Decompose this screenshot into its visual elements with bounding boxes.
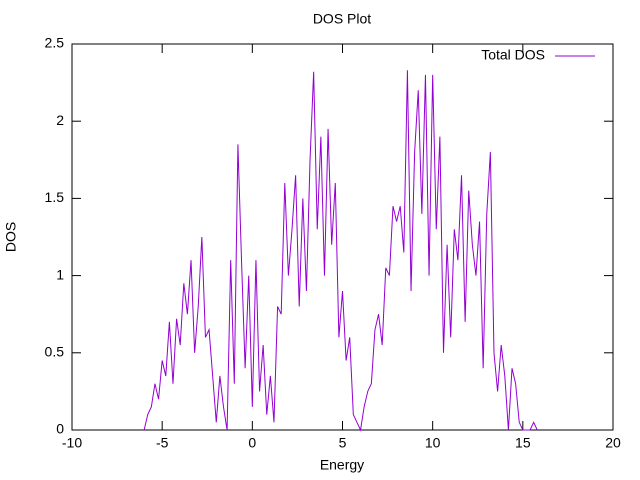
x-tick-label: 0 [248,435,256,451]
x-tick-label: -10 [62,435,82,451]
y-tick-label: 1 [56,266,64,282]
y-axis-label: DOS [3,222,19,252]
y-tick-label: 2 [56,112,64,128]
y-tick-label: 2.5 [45,35,65,51]
x-tick-label: 5 [339,435,347,451]
x-axis-label: Energy [320,457,364,473]
y-tick-label: 1.5 [45,189,65,205]
x-tick-label: 15 [515,435,531,451]
legend-label: Total DOS [481,47,545,63]
x-tick-label: 10 [425,435,441,451]
y-tick-label: 0.5 [45,344,65,360]
x-tick-label: 20 [605,435,621,451]
x-tick-label: -5 [156,435,169,451]
chart-title: DOS Plot [313,11,371,27]
y-tick-label: 0 [56,421,64,437]
data-line [143,70,538,432]
